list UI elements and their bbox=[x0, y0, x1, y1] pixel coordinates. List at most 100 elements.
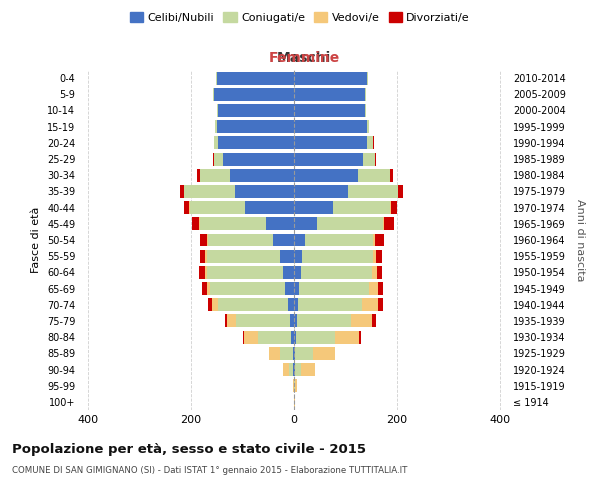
Bar bbox=[218, 298, 288, 311]
Bar bbox=[205, 250, 206, 262]
Bar bbox=[364, 152, 375, 166]
Bar bbox=[294, 169, 358, 181]
Bar bbox=[208, 234, 274, 246]
Bar bbox=[350, 314, 372, 328]
Bar bbox=[373, 234, 375, 246]
Bar bbox=[184, 185, 235, 198]
Bar bbox=[294, 314, 296, 328]
Bar bbox=[362, 298, 379, 311]
Bar bbox=[274, 234, 294, 246]
Bar bbox=[294, 347, 295, 360]
Bar bbox=[212, 298, 218, 311]
Bar bbox=[358, 169, 390, 181]
Bar bbox=[236, 314, 290, 328]
Bar bbox=[191, 218, 199, 230]
Bar bbox=[235, 185, 294, 198]
Bar bbox=[214, 136, 218, 149]
Bar bbox=[313, 347, 335, 360]
Bar bbox=[266, 218, 294, 230]
Bar bbox=[372, 314, 376, 328]
Bar bbox=[288, 298, 294, 311]
Text: COMUNE DI SAN GIMIGNANO (SI) - Dati ISTAT 1° gennaio 2015 - Elaborazione TUTTITA: COMUNE DI SAN GIMIGNANO (SI) - Dati ISTA… bbox=[12, 466, 407, 475]
Bar bbox=[184, 201, 189, 214]
Bar bbox=[335, 330, 359, 344]
Bar bbox=[205, 266, 206, 279]
Bar bbox=[305, 234, 373, 246]
Bar bbox=[294, 120, 367, 133]
Bar bbox=[293, 347, 294, 360]
Bar bbox=[280, 347, 293, 360]
Bar bbox=[295, 363, 301, 376]
Bar bbox=[296, 314, 350, 328]
Bar bbox=[200, 218, 266, 230]
Bar bbox=[217, 72, 294, 85]
Bar bbox=[213, 152, 214, 166]
Bar bbox=[379, 298, 383, 311]
Bar bbox=[294, 185, 348, 198]
Bar bbox=[294, 266, 301, 279]
Bar bbox=[294, 218, 317, 230]
Bar bbox=[294, 234, 305, 246]
Bar bbox=[295, 347, 313, 360]
Bar bbox=[200, 250, 205, 262]
Bar bbox=[371, 266, 377, 279]
Bar bbox=[398, 185, 403, 198]
Bar bbox=[285, 282, 294, 295]
Y-axis label: Anni di nascita: Anni di nascita bbox=[575, 198, 585, 281]
Bar bbox=[200, 234, 206, 246]
Bar bbox=[294, 298, 298, 311]
Bar bbox=[292, 330, 294, 344]
Bar bbox=[206, 250, 280, 262]
Bar bbox=[348, 185, 398, 198]
Bar bbox=[244, 330, 258, 344]
Legend: Celibi/Nubili, Coniugati/e, Vedovi/e, Divorziati/e: Celibi/Nubili, Coniugati/e, Vedovi/e, Di… bbox=[125, 8, 475, 28]
Bar bbox=[383, 218, 384, 230]
Bar bbox=[215, 120, 217, 133]
Bar bbox=[296, 330, 335, 344]
Bar bbox=[301, 363, 315, 376]
Bar bbox=[373, 250, 376, 262]
Bar bbox=[208, 298, 212, 311]
Bar bbox=[294, 201, 332, 214]
Bar bbox=[206, 234, 208, 246]
Bar bbox=[332, 201, 390, 214]
Bar bbox=[299, 282, 368, 295]
Bar bbox=[269, 347, 280, 360]
Bar bbox=[210, 282, 285, 295]
Bar bbox=[375, 234, 384, 246]
Bar bbox=[206, 266, 283, 279]
Bar bbox=[367, 120, 369, 133]
Bar bbox=[359, 330, 361, 344]
Bar bbox=[368, 282, 378, 295]
Bar bbox=[302, 250, 373, 262]
Bar bbox=[294, 72, 367, 85]
Bar bbox=[206, 282, 210, 295]
Bar bbox=[218, 136, 294, 149]
Bar bbox=[295, 379, 296, 392]
Bar bbox=[223, 152, 294, 166]
Bar bbox=[197, 169, 200, 181]
Bar bbox=[391, 201, 397, 214]
Bar bbox=[298, 298, 362, 311]
Bar bbox=[365, 88, 366, 101]
Bar bbox=[377, 266, 382, 279]
Bar bbox=[378, 282, 383, 295]
Bar bbox=[242, 330, 244, 344]
Bar bbox=[367, 136, 373, 149]
Bar bbox=[294, 282, 299, 295]
Text: Femmine: Femmine bbox=[269, 51, 340, 65]
Bar bbox=[213, 88, 214, 101]
Bar bbox=[217, 104, 218, 117]
Bar bbox=[283, 363, 289, 376]
Bar bbox=[181, 185, 184, 198]
Bar bbox=[258, 330, 292, 344]
Bar bbox=[294, 88, 365, 101]
Bar bbox=[384, 218, 394, 230]
Bar bbox=[280, 250, 294, 262]
Bar bbox=[224, 314, 227, 328]
Bar bbox=[376, 250, 382, 262]
Bar bbox=[227, 314, 236, 328]
Bar bbox=[283, 266, 294, 279]
Text: Maschi: Maschi bbox=[277, 51, 331, 65]
Bar bbox=[218, 104, 294, 117]
